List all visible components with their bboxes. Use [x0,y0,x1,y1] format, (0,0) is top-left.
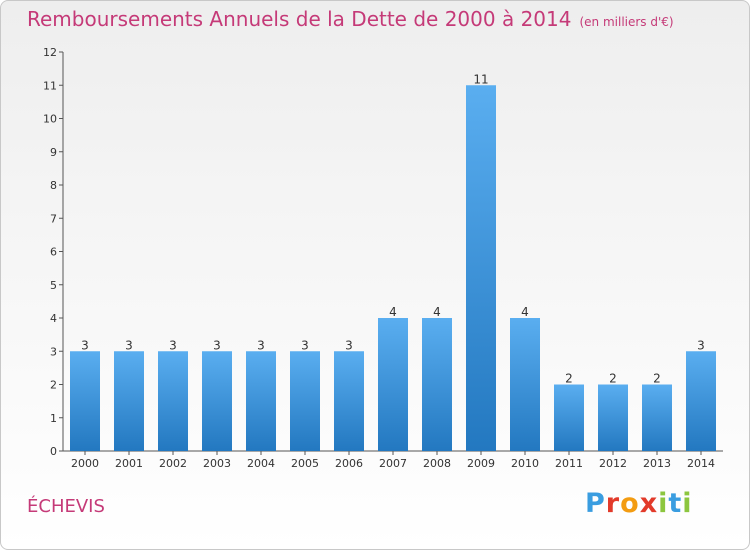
bar-value-label: 3 [301,338,309,352]
y-tick-label: 10 [43,113,57,126]
logo-letter: i [682,488,693,519]
logo-letter: i [658,488,669,519]
bar [246,351,276,451]
bar-value-label: 11 [473,72,488,86]
bar-value-label: 3 [81,338,89,352]
x-tick-label: 2008 [423,457,451,470]
x-tick-label: 2005 [291,457,319,470]
y-tick-label: 4 [50,312,57,325]
logo-letter: r [605,488,621,519]
bar [114,351,144,451]
bar [202,351,232,451]
y-tick-label: 7 [50,212,57,225]
bar-value-label: 4 [389,305,397,319]
bar-value-label: 2 [653,372,661,386]
y-tick-label: 8 [50,179,57,192]
title-text: Remboursements Annuels de la Dette de 20… [27,7,572,31]
logo-letter: x [639,488,659,519]
y-tick-label: 3 [50,345,57,358]
bar-value-label: 4 [433,305,441,319]
bar [290,351,320,451]
bar-value-label: 3 [697,338,705,352]
logo-letter: t [668,488,683,519]
bar [598,384,628,451]
x-tick-label: 2002 [159,457,187,470]
bar [70,351,100,451]
bar [158,351,188,451]
bar [422,318,452,451]
x-tick-label: 2007 [379,457,407,470]
bar-value-label: 4 [521,305,529,319]
logo-letter: P [585,488,606,519]
commune-name: ÉCHEVIS [27,496,105,517]
x-tick-label: 2012 [599,457,627,470]
bar-value-label: 3 [257,338,265,352]
y-tick-label: 11 [43,79,57,92]
x-tick-label: 2011 [555,457,583,470]
x-tick-label: 2009 [467,457,495,470]
bar-value-label: 3 [345,338,353,352]
bar [554,384,584,451]
bars: 3 3 3 3 3 3 3 4 4 11 4 2 2 2 3 [70,72,716,451]
bar [334,351,364,451]
bar-value-label: 3 [213,338,221,352]
y-tick-label: 1 [50,412,57,425]
logo-letter: o [620,488,640,519]
bar-value-label: 2 [609,372,617,386]
x-tick-label: 2010 [511,457,539,470]
bar-value-label: 2 [565,372,573,386]
x-tick-label: 2001 [115,457,143,470]
y-tick-label: 5 [50,279,57,292]
x-tick-label: 2004 [247,457,275,470]
x-tick-label: 2013 [643,457,671,470]
x-tick-label: 2014 [687,457,715,470]
x-tick-label: 2000 [71,457,99,470]
y-tick-label: 6 [50,246,57,259]
bar [686,351,716,451]
y-tick-label: 0 [50,445,57,458]
bar-value-label: 3 [125,338,133,352]
bar [642,384,672,451]
x-tick-label: 2006 [335,457,363,470]
unit-note: (en milliers d'€) [579,15,674,29]
bar [378,318,408,451]
chart-title: Remboursements Annuels de la Dette de 20… [27,7,674,31]
y-tick-label: 12 [43,46,57,59]
proxiti-logo: Proxiti [585,488,693,519]
bar [466,85,496,451]
bar [510,318,540,451]
y-tick-label: 2 [50,379,57,392]
x-tick-label: 2003 [203,457,231,470]
y-tick-label: 9 [50,146,57,159]
bar-value-label: 3 [169,338,177,352]
